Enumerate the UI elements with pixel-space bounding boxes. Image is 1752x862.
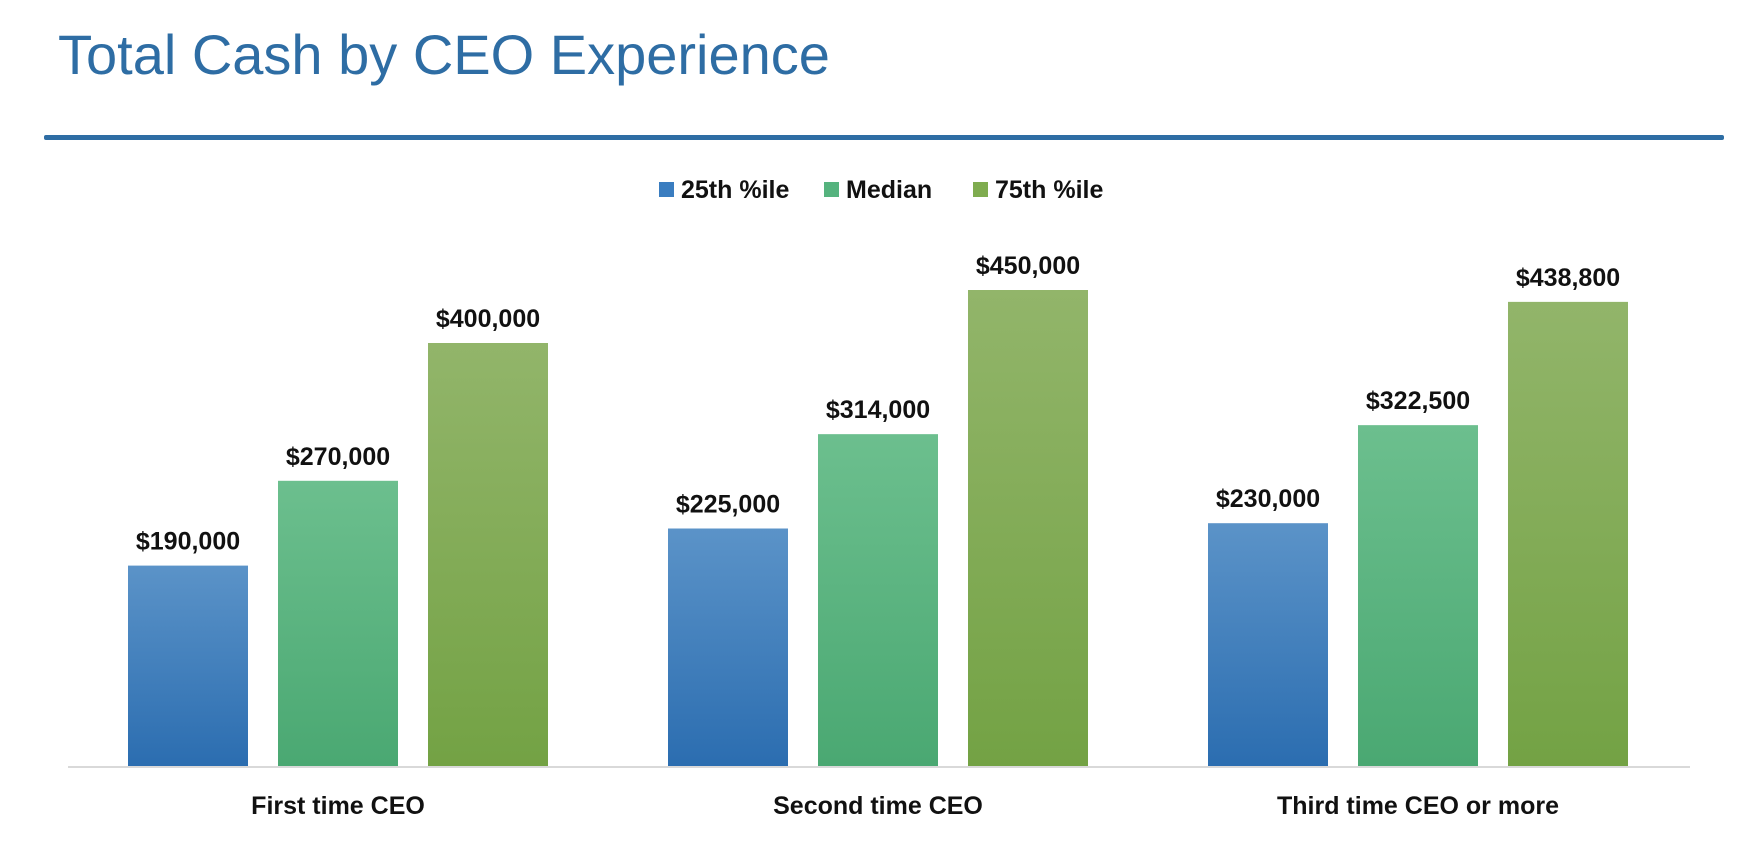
legend-swatch-2 <box>824 182 839 197</box>
bar-2-2 <box>818 434 938 767</box>
bar-group: $190,000 $270,000 $400,000 $225,000 $314,000… <box>128 252 1628 767</box>
data-label-1-1: $190,000 <box>136 528 240 556</box>
data-label-2-3: $450,000 <box>976 252 1080 280</box>
category-label-1: First time CEO <box>251 792 425 820</box>
bar-2-1 <box>668 528 788 767</box>
category-labels: First time CEO Second time CEO Third time … <box>251 792 1559 820</box>
category-label-2: Second time CEO <box>773 792 983 820</box>
legend-label-1: 25th %ile <box>681 176 789 204</box>
bar-1-2 <box>278 480 398 767</box>
bar-2-3 <box>968 290 1088 767</box>
chart-legend: 25th %ile Median 75th %ile <box>659 176 1103 204</box>
bar-1-1 <box>128 565 248 767</box>
legend-label-2: Median <box>846 176 932 204</box>
bar-1-3 <box>428 343 548 767</box>
legend-swatch-3 <box>973 182 988 197</box>
data-label-3-2: $322,500 <box>1366 387 1470 415</box>
data-label-1-3: $400,000 <box>436 305 540 333</box>
bar-3-2 <box>1358 425 1478 767</box>
data-label-3-3: $438,800 <box>1516 264 1620 292</box>
category-label-3: Third time CEO or more <box>1277 792 1559 820</box>
legend-label-3: 75th %ile <box>995 176 1103 204</box>
legend-swatch-1 <box>659 182 674 197</box>
bar-3-1 <box>1208 523 1328 767</box>
chart-title: Total Cash by CEO Experience <box>58 23 830 86</box>
title-divider <box>44 135 1724 140</box>
data-label-2-2: $314,000 <box>826 396 930 424</box>
bar-3-3 <box>1508 301 1628 767</box>
data-label-3-1: $230,000 <box>1216 485 1320 513</box>
data-label-1-2: $270,000 <box>286 443 390 471</box>
data-label-2-1: $225,000 <box>676 491 780 519</box>
